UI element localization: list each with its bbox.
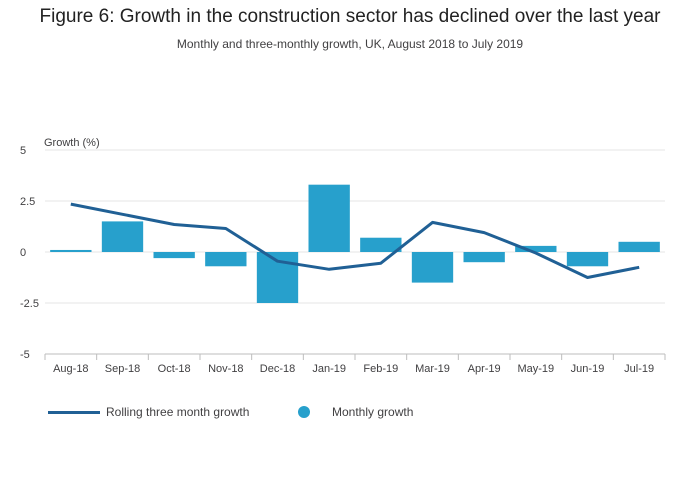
x-tick-label: Jul-19 (624, 363, 654, 375)
line-series-rolling (70, 202, 640, 279)
bar-monthly-oct-18 (153, 252, 195, 259)
bar-series (50, 184, 660, 303)
x-tick-label: Feb-19 (363, 363, 398, 375)
bar-monthly-mar-19 (411, 252, 454, 283)
x-tick-label: Dec-18 (260, 363, 295, 375)
x-axis (44, 353, 666, 360)
y-tick-labels: 5 2.5 0 -2.5 -5 (20, 145, 39, 361)
x-tick-label: Oct-18 (158, 363, 191, 375)
legend-label-rolling: Rolling three month growth (106, 405, 250, 419)
legend-label-monthly: Monthly growth (332, 405, 414, 419)
bar-monthly-jun-19 (566, 252, 609, 267)
legend-item-monthly: Monthly growth (298, 405, 413, 419)
y-tick-label: 5 (20, 145, 26, 157)
x-tick-label: Mar-19 (415, 363, 450, 375)
chart-area: 5 2.5 0 -2.5 -5 Growth (%) Aug-18 Sep-18 Oct-1… (20, 137, 666, 375)
y-axis-label: Growth (%) (44, 137, 100, 149)
bar-monthly-sep-18 (101, 221, 144, 252)
x-tick-label: Aug-18 (53, 363, 88, 375)
grid-lines (45, 149, 665, 304)
y-tick-label: -2.5 (20, 298, 39, 310)
chart-subtitle: Monthly and three-monthly growth, UK, Au… (176, 37, 524, 51)
bar-monthly-jan-19 (308, 184, 350, 252)
bar-monthly-nov-18 (205, 252, 247, 267)
x-tick-label: Nov-18 (208, 363, 243, 375)
bar-monthly-aug-18 (50, 249, 92, 252)
x-tick-label: Jan-19 (312, 363, 346, 375)
legend-item-rolling: Rolling three month growth (48, 405, 249, 419)
y-tick-label: 0 (20, 247, 26, 259)
bar-monthly-jul-19 (618, 241, 660, 252)
x-tick-labels: Aug-18 Sep-18 Oct-18 Nov-18 Dec-18 Jan-19 Feb-… (53, 363, 654, 375)
bar-monthly-apr-19 (463, 252, 505, 263)
bar-monthly-feb-19 (360, 237, 402, 252)
x-tick-label: May-19 (517, 363, 554, 375)
x-tick-label: Sep-18 (105, 363, 140, 375)
legend-dot-swatch (298, 406, 310, 418)
bar-monthly-may-19 (515, 245, 557, 252)
chart-title: Figure 6: Growth in the construction sec… (39, 6, 661, 27)
legend: Rolling three month growth Monthly growt… (48, 405, 688, 429)
y-tick-label: -5 (20, 349, 30, 361)
x-tick-label: Jun-19 (571, 363, 605, 375)
y-tick-label: 2.5 (20, 196, 35, 208)
x-tick-label: Apr-19 (468, 363, 501, 375)
legend-line-swatch (48, 410, 100, 414)
